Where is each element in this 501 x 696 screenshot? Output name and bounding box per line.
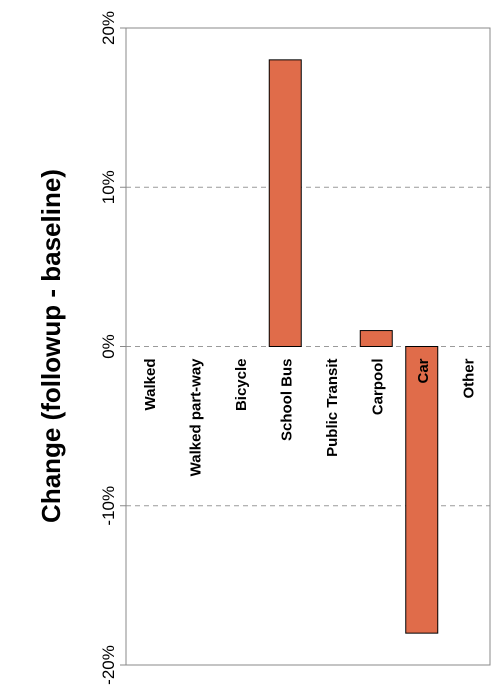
tick-label: -10% [99, 486, 118, 526]
bar-school-bus [268, 59, 302, 347]
category-label: Car [415, 358, 432, 383]
tick-label: 0% [99, 334, 118, 359]
category-labels: Walked Walked part-way Bicycle School Bus Pu… [142, 358, 478, 476]
value-axis-tick-labels: 20% 10% 0% -10% -20% [99, 11, 126, 685]
category-label: Bicycle [233, 359, 250, 412]
category-label: School Bus [278, 359, 295, 442]
gridlines [126, 186, 490, 507]
category-label: Walked part-way [187, 358, 204, 476]
bar-carpool [359, 330, 393, 348]
tick-label: 10% [99, 170, 118, 204]
tick-label: -20% [99, 645, 118, 685]
category-label: Walked [142, 359, 159, 411]
bar-car [405, 346, 439, 634]
category-label: Public Transit [324, 358, 341, 456]
value-axis-title: Change (followup - baseline) [36, 169, 66, 523]
tick-label: 20% [99, 11, 118, 45]
bars [268, 59, 439, 634]
category-label: Other [460, 358, 477, 398]
category-label: Carpool [369, 359, 386, 416]
